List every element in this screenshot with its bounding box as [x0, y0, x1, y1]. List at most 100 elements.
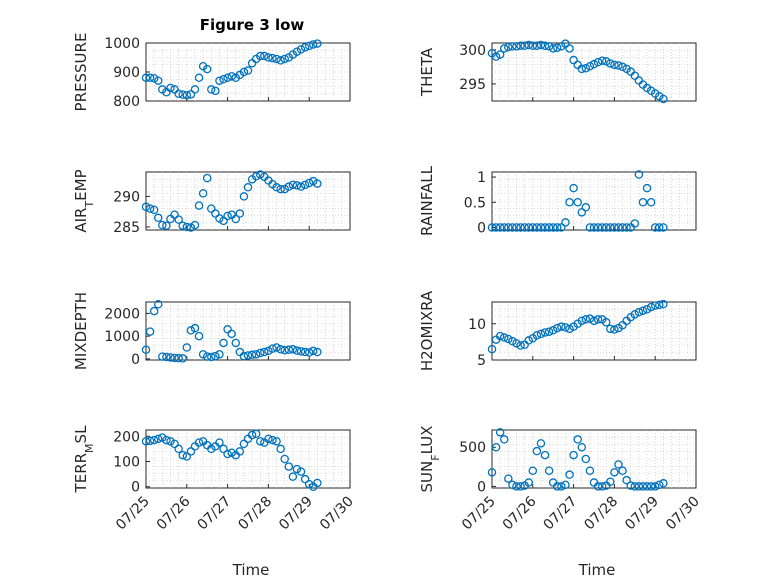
data-point	[207, 352, 216, 362]
y-tick-label: 1000	[104, 36, 140, 52]
data-point	[642, 304, 652, 314]
data-point	[182, 222, 192, 232]
data-point	[491, 52, 501, 61]
data-point	[597, 223, 607, 232]
data-point	[659, 94, 668, 104]
data-point	[495, 331, 505, 341]
data-point	[585, 61, 595, 71]
data-point	[610, 468, 619, 477]
y-tick-label: 290	[113, 189, 140, 205]
figure-title: Figure 3 low	[200, 16, 305, 34]
data-point	[532, 223, 542, 232]
data-point	[202, 173, 212, 183]
data-point	[178, 221, 187, 230]
y-axis-label: SUNFLUX	[418, 426, 442, 493]
data-point	[622, 223, 631, 232]
data-point	[614, 460, 623, 469]
data-point	[540, 450, 550, 460]
data-point	[516, 341, 525, 350]
data-point	[280, 345, 289, 355]
data-point	[610, 223, 619, 232]
y-axis-label: AIRTEMP	[72, 169, 96, 232]
data-point	[593, 223, 603, 232]
data-point	[589, 223, 599, 232]
data-point	[255, 348, 265, 358]
y-axis-label: H2OMIXRA	[418, 290, 436, 371]
data-point	[504, 334, 513, 344]
data-point	[601, 318, 611, 327]
data-point	[638, 306, 648, 315]
data-point	[630, 482, 640, 491]
data-point	[610, 325, 619, 334]
data-point	[309, 346, 318, 356]
data-point	[524, 40, 533, 50]
data-point	[618, 466, 627, 476]
data-point	[145, 327, 155, 336]
data-point	[638, 482, 648, 491]
data-point	[512, 42, 521, 51]
data-point	[219, 216, 228, 226]
data-point	[565, 470, 574, 479]
data-point	[182, 90, 192, 100]
data-point	[630, 219, 640, 228]
data-point	[495, 50, 505, 59]
data-point	[300, 347, 310, 357]
data-point	[536, 329, 546, 339]
data-point	[272, 54, 281, 64]
x-axis-label: Time	[578, 561, 616, 579]
data-point	[149, 306, 159, 316]
y-tick-label: 0	[477, 220, 486, 236]
data-point	[231, 214, 241, 224]
data-point	[499, 435, 509, 444]
data-point	[516, 41, 525, 50]
y-tick-label: 0	[131, 480, 140, 496]
data-point	[223, 211, 232, 221]
data-point	[528, 223, 538, 232]
x-tick-label: 07/25	[113, 494, 153, 534]
data-point	[166, 83, 175, 93]
data-point	[272, 343, 281, 352]
subplot-pressure: 800 900 1000 PRESSURE	[72, 33, 351, 111]
subplot-h2omixra: 5 10 H2OMIXRA	[418, 290, 697, 371]
data-point	[309, 40, 318, 49]
data-point	[158, 352, 167, 361]
data-point	[565, 324, 574, 334]
data-point	[313, 179, 322, 188]
x-tick-label: 07/30	[663, 494, 703, 534]
data-point	[585, 466, 595, 476]
data-point	[491, 442, 501, 452]
data-point	[264, 53, 273, 62]
data-point	[194, 331, 204, 341]
data-point	[642, 482, 652, 491]
data-point	[313, 39, 322, 48]
data-point	[235, 209, 245, 218]
data-point	[540, 223, 550, 232]
data-point	[296, 347, 306, 356]
y-tick-label: 100	[113, 455, 140, 471]
data-point	[211, 209, 220, 218]
data-point	[215, 350, 224, 359]
data-point	[219, 75, 228, 84]
x-tick-label: 07/27	[541, 494, 581, 534]
data-point	[145, 436, 155, 446]
data-point	[288, 345, 298, 354]
data-point	[606, 59, 615, 68]
data-point	[618, 62, 627, 72]
data-point	[659, 223, 668, 232]
data-point	[569, 450, 578, 460]
data-point	[548, 223, 558, 232]
data-point	[141, 73, 151, 83]
data-point	[194, 438, 204, 447]
data-point	[646, 482, 656, 491]
data-point	[194, 73, 204, 83]
x-tick-label: 07/29	[276, 494, 316, 534]
data-point	[581, 203, 591, 212]
x-tick-label: 07/29	[622, 494, 662, 534]
x-tick-label: 07/26	[500, 493, 540, 533]
data-point	[247, 350, 257, 360]
data-point	[581, 454, 591, 464]
data-point	[276, 56, 285, 65]
data-point	[227, 72, 236, 81]
data-point	[264, 346, 273, 356]
